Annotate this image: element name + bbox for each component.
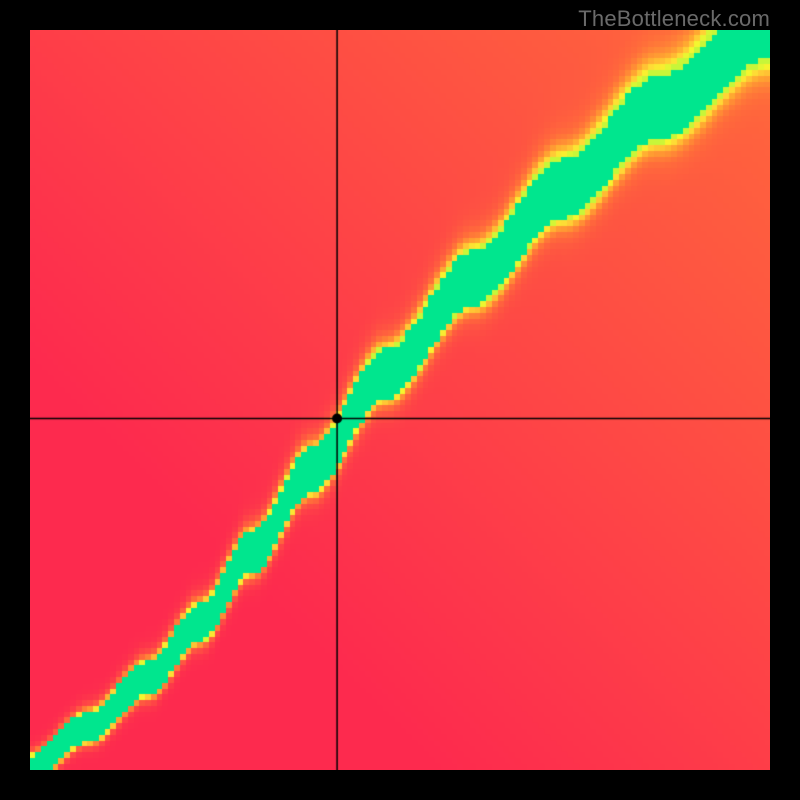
crosshair-overlay <box>30 30 770 770</box>
watermark-text: TheBottleneck.com <box>578 6 770 32</box>
chart-container: { "watermark": "TheBottleneck.com", "cha… <box>0 0 800 800</box>
